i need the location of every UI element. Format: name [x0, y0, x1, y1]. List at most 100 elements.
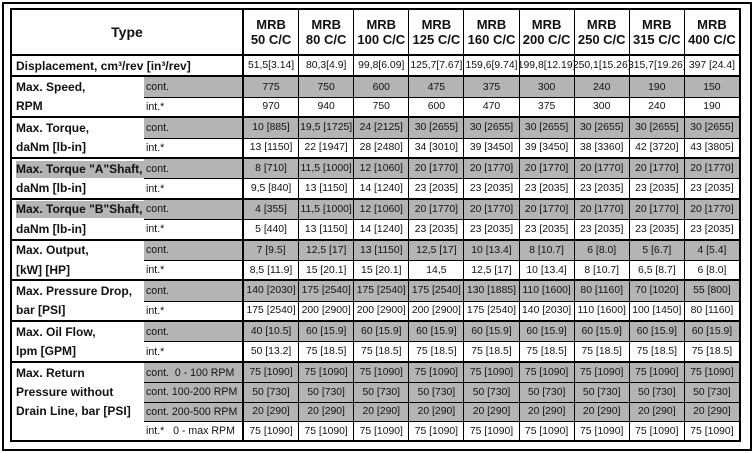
column-header-variant: 160 C/C — [467, 32, 516, 47]
spec-label: daNm [lb-in] — [12, 138, 144, 157]
column-header-model: MRB — [642, 17, 672, 32]
data-cell: 50 [730] — [518, 382, 574, 402]
data-cell: 4 [355] — [242, 199, 299, 220]
spec-label: Max. Torque "B"Shaft, — [12, 200, 144, 219]
data-cell: 600 — [408, 96, 464, 117]
data-cell: 20 [290] — [573, 401, 629, 422]
data-cell: 13 [1150] — [298, 178, 354, 198]
table-row: [kW] [HP] int.* 8,5 [11.9] 15 [20.1] 15 [20.… — [12, 259, 739, 280]
data-cell: 75 [18.5] — [518, 341, 574, 361]
data-cell: 75 [1090] — [573, 362, 629, 383]
spec-label-text: Max. Output, — [16, 243, 89, 258]
data-cell: 50 [730] — [298, 382, 354, 402]
data-cell: 190 — [628, 77, 684, 97]
data-cell: 80,3[4.9] — [298, 56, 353, 76]
column-header-250: MRB 250 C/C — [573, 10, 629, 54]
data-cell: 13 [1150] — [298, 219, 354, 239]
spec-label-text: daNm [lb-in] — [16, 140, 86, 155]
spec-label-text: lpm [GPM] — [16, 344, 76, 359]
data-cell: 20 [1770] — [683, 199, 739, 220]
column-header-variant: 315 C/C — [632, 32, 681, 47]
data-cell: 50 [13.2] — [242, 341, 299, 361]
data-cell: 60 [15.9] — [683, 322, 739, 342]
data-cell: 200 [2900] — [298, 300, 354, 321]
column-header-variant: 200 C/C — [522, 32, 571, 47]
column-header-variant: 50 C/C — [250, 32, 292, 47]
spec-condition-label: cont. — [144, 199, 242, 220]
spec-condition-label: int.* — [144, 259, 242, 279]
data-cell: 12,5 [17] — [298, 240, 354, 260]
data-cell: 23 [2035] — [518, 219, 574, 239]
data-cell: 80 [1160] — [573, 281, 629, 301]
data-cell: 24 [2125] — [353, 118, 409, 138]
data-cell: 55 [800] — [683, 281, 739, 301]
column-header-model: MRB — [421, 17, 452, 32]
spec-condition-label: cont. — [144, 77, 242, 97]
table-row: bar [PSI] int.* 175 [2540] 200 [2900] 200 [2… — [12, 300, 739, 321]
data-cell: 75 [18.5] — [353, 341, 409, 361]
table-row: Max. Pressure Drop, cont. 140 [2030] 175 [2… — [12, 281, 739, 301]
table-row: int.* 0 - max RPM 75 [1090] 75 [1090] 75 [1… — [12, 421, 739, 441]
data-cell: 75 [1090] — [683, 421, 739, 441]
table-row: Max. Torque, cont. 10 [885] 19,5 [1725] 24 [… — [12, 118, 739, 138]
data-cell: 6 [8.0] — [573, 240, 629, 260]
data-cell: 13 [1150] — [353, 240, 409, 260]
data-cell: 10 [13.4] — [518, 259, 574, 280]
spec-label: Max. Torque "A"Shaft, — [12, 159, 144, 178]
data-cell: 30 [2655] — [463, 118, 519, 138]
spec-label: daNm [lb-in] — [12, 178, 144, 197]
column-header-200: MRB 200 C/C — [518, 10, 574, 54]
spec-condition-label: cont. 0 - 100 RPM — [144, 362, 242, 383]
data-cell: 14 [1240] — [353, 219, 409, 239]
data-cell: 23 [2035] — [573, 219, 629, 239]
data-cell: 19,5 [1725] — [298, 118, 354, 138]
data-cell: 75 [1090] — [518, 362, 574, 383]
data-cell: 20 [1770] — [408, 158, 464, 179]
spec-label-text: Max. Torque, — [16, 120, 90, 135]
data-cell: 11,5 [1000] — [298, 199, 354, 220]
max-oil-flow-group: Max. Oil Flow, cont. 40 [10.5] 60 [15.9] 60 … — [12, 320, 739, 361]
column-header-model: MRB — [531, 17, 562, 32]
data-cell: 40 [10.5] — [242, 322, 299, 342]
data-cell: 60 [15.9] — [573, 322, 629, 342]
max-pressure-drop-group: Max. Pressure Drop, cont. 140 [2030] 175 [2… — [12, 279, 739, 321]
spec-label-text: Max. Pressure Drop, — [16, 283, 133, 298]
data-cell: 240 — [628, 96, 684, 117]
data-cell: 23 [2035] — [683, 219, 739, 239]
table-row: Max. Torque "B"Shaft, cont. 4 [355] 11,5 [1… — [12, 199, 739, 220]
data-cell: 15 [20.1] — [353, 259, 409, 280]
data-cell: 150 — [683, 77, 739, 97]
spec-label-text: Max. Return — [16, 365, 85, 380]
spec-condition-label: int.* — [144, 96, 242, 116]
max-speed-group: Max. Speed, cont. 775 750 600 475 375 300 240 190… — [12, 75, 739, 117]
data-cell: 100 [1450] — [628, 300, 684, 321]
type-header-label: Type — [111, 24, 143, 40]
table-row: daNm [lb-in] int.* 13 [1150] 22 [1947] 28 [2… — [12, 137, 739, 157]
column-header-variant: 80 C/C — [305, 32, 347, 47]
data-cell: 20 [1770] — [518, 158, 574, 179]
data-cell: 39 [3450] — [518, 137, 574, 157]
data-cell: 30 [2655] — [573, 118, 629, 138]
data-cell: 175 [2540] — [353, 281, 409, 301]
column-header-variant: 400 C/C — [688, 32, 736, 47]
column-header-400: MRB 400 C/C — [683, 10, 739, 54]
column-header-model: MRB — [697, 17, 727, 32]
data-cell: 750 — [298, 77, 354, 97]
data-cell: 20 [1770] — [683, 158, 739, 179]
displacement-row: Displacement, cm³/rev [in³/rev] 51,5[3.14… — [12, 56, 739, 76]
data-cell: 75 [18.5] — [573, 341, 629, 361]
data-cell: 8,5 [11.9] — [242, 259, 299, 280]
spec-label-text: RPM — [16, 99, 43, 114]
data-cell: 175 [2540] — [408, 281, 464, 301]
data-cell: 75 [1090] — [408, 362, 464, 383]
data-cell: 75 [1090] — [242, 421, 299, 441]
column-header-variant: 100 C/C — [357, 32, 406, 47]
data-cell: 51,5[3.14] — [242, 56, 298, 76]
spec-label: Max. Pressure Drop, — [12, 281, 144, 300]
data-cell: 315,7[19.26] — [628, 56, 684, 76]
data-cell: 70 [1020] — [628, 281, 684, 301]
data-cell: 110 [1600] — [573, 300, 629, 321]
data-cell: 60 [15.9] — [298, 322, 354, 342]
column-header-125: MRB 125 C/C — [408, 10, 463, 54]
data-cell: 23 [2035] — [518, 178, 574, 198]
